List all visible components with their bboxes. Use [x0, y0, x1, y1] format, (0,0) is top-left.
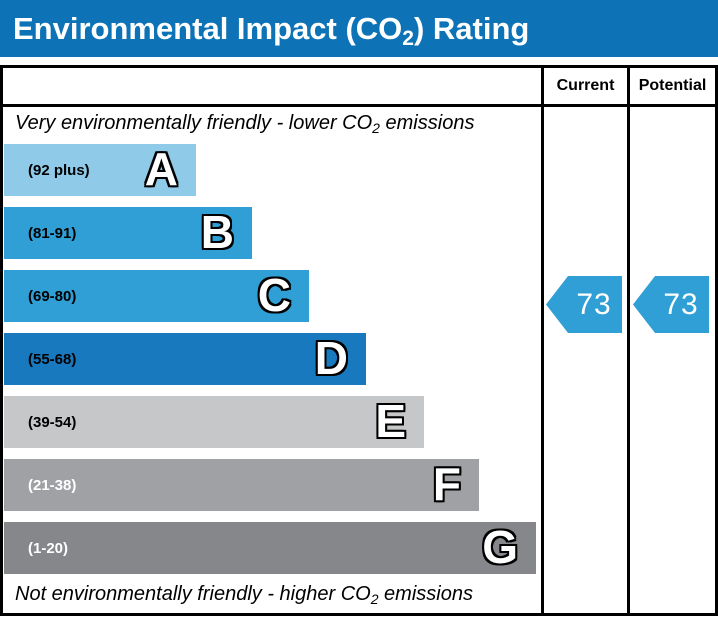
band-row-d: (55-68) D — [4, 333, 366, 385]
bottom-note-text: Not environmentally friendly - higher CO — [15, 583, 371, 605]
band-row-c: (69-80) C — [4, 270, 309, 322]
column-header-current: Current — [556, 77, 615, 94]
band-letter: B — [200, 206, 234, 258]
bottom-note-subscript: 2 — [370, 591, 379, 607]
page-title-subscript: 2 — [402, 26, 414, 50]
band-range-label: (55-68) — [28, 350, 77, 368]
title-banner: Environmental Impact (CO2) Rating — [0, 0, 718, 57]
band-range-label: (81-91) — [28, 224, 77, 242]
band-range-label: (1-20) — [28, 539, 69, 557]
top-note-text: Very environmentally friendly - lower CO — [15, 112, 373, 134]
band-range-label: (39-54) — [28, 413, 77, 431]
band-letter: A — [144, 143, 178, 195]
current-rating-value: 73 — [576, 287, 612, 321]
top-note-suffix: emissions — [379, 112, 475, 134]
column-divider-current — [541, 68, 544, 613]
band-row-e: (39-54) E — [4, 396, 424, 448]
page-title-suffix: ) Rating — [413, 10, 530, 46]
band-row-g: (1-20) G — [4, 522, 536, 574]
band-row-f: (21-38) F — [4, 459, 479, 511]
band-range-label: (69-80) — [28, 287, 77, 305]
potential-rating-value: 73 — [663, 287, 699, 321]
band-range-label: (92 plus) — [28, 161, 90, 179]
potential-rating-arrow: 73 — [633, 276, 709, 333]
header-row-divider — [3, 104, 715, 107]
band-letter: E — [375, 395, 406, 447]
column-divider-potential — [627, 68, 630, 613]
bottom-note: Not environmentally friendly - higher CO… — [15, 583, 473, 607]
band-row-b: (81-91) B — [4, 207, 252, 259]
band-range-label: (21-38) — [28, 476, 77, 494]
band-row-a: (92 plus) A — [4, 144, 196, 196]
current-rating-arrow: 73 — [546, 276, 622, 333]
bottom-note-suffix: emissions — [378, 583, 473, 605]
rating-table: Current Potential Very environmentally f… — [0, 65, 718, 616]
page-title: Environmental Impact (CO2) Rating — [13, 10, 530, 50]
band-letter: D — [314, 332, 348, 384]
band-letter: C — [257, 269, 291, 321]
top-note-subscript: 2 — [372, 120, 380, 136]
top-note: Very environmentally friendly - lower CO… — [15, 112, 475, 136]
band-letter: F — [432, 458, 461, 510]
band-letter: G — [482, 521, 518, 573]
page-title-text: Environmental Impact (CO — [13, 10, 403, 46]
column-header-potential: Potential — [638, 77, 707, 94]
